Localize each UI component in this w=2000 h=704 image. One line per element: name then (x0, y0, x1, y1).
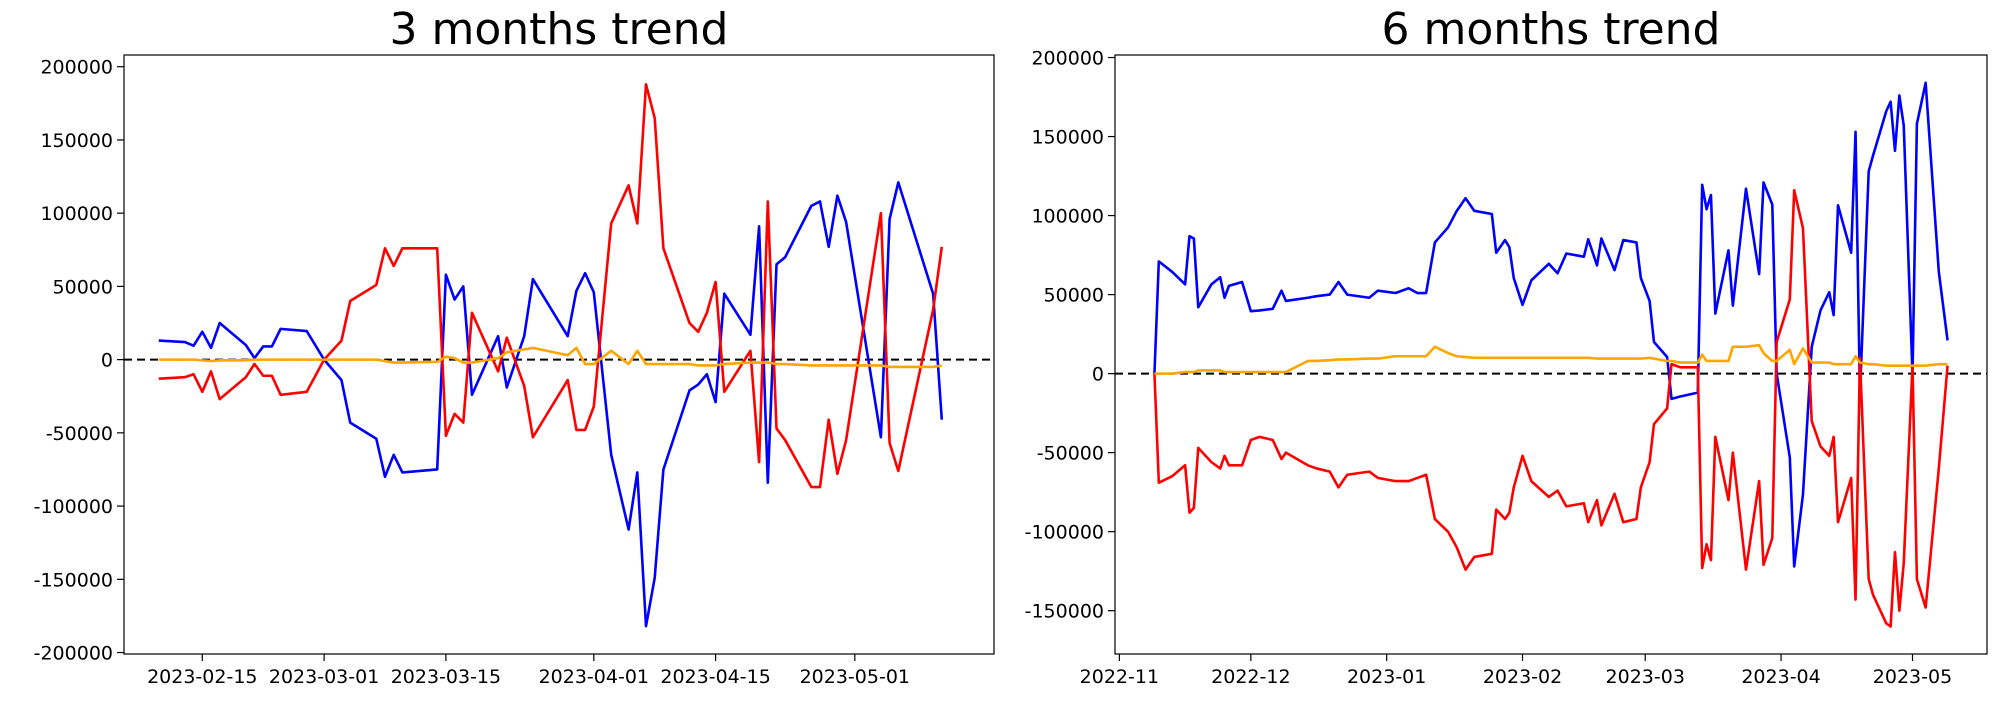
y-tick-label: 100000 (1031, 206, 1104, 228)
x-tick-label: 2022-11 (1080, 666, 1159, 688)
series-line (158, 82, 944, 489)
y-tick-label: -150000 (34, 569, 113, 591)
x-tick-label: 2023-05-01 (800, 666, 910, 688)
x-tick-label: 2023-03-15 (391, 666, 501, 688)
y-tick-label: 50000 (53, 276, 113, 298)
y-tick-label: 200000 (40, 57, 113, 79)
x-tick-label: 2023-05 (1873, 666, 1952, 688)
x-tick-label: 2023-03 (1606, 666, 1685, 688)
y-tick-label: 150000 (1031, 127, 1104, 149)
y-tick-label: -100000 (1025, 522, 1104, 544)
y-tick-label: 100000 (40, 203, 113, 225)
y-tick-label: 0 (1092, 364, 1104, 386)
x-tick-label: 2023-03-01 (269, 666, 379, 688)
plot-frame (1114, 54, 1988, 655)
y-tick-label: -150000 (1025, 601, 1104, 623)
chart-title: 6 months trend (1382, 4, 1721, 55)
plot-frame (123, 54, 995, 655)
series-line (1153, 81, 1949, 568)
y-tick-label: -200000 (34, 643, 113, 665)
x-tick-label: 2023-04-01 (539, 666, 649, 688)
x-tick-label: 2023-02 (1483, 666, 1562, 688)
x-tick-label: 2023-04-15 (660, 666, 770, 688)
y-tick-label: 150000 (40, 130, 113, 152)
series-line (1153, 188, 1949, 628)
series-line (1154, 343, 1948, 375)
x-tick-label: 2023-02-15 (147, 666, 257, 688)
series-line (158, 181, 944, 628)
y-tick-label: -50000 (1037, 443, 1104, 465)
x-tick-label: 2023-01 (1347, 666, 1426, 688)
y-tick-label: 50000 (1044, 285, 1104, 307)
chart-title: 3 months trend (390, 4, 729, 55)
y-tick-label: -100000 (34, 496, 113, 518)
x-tick-label: 2022-12 (1211, 666, 1290, 688)
series-line (158, 346, 943, 369)
x-tick-label: 2023-04 (1741, 666, 1820, 688)
y-tick-label: 0 (101, 350, 113, 372)
y-tick-label: 200000 (1031, 48, 1104, 70)
y-tick-label: -50000 (46, 423, 113, 445)
